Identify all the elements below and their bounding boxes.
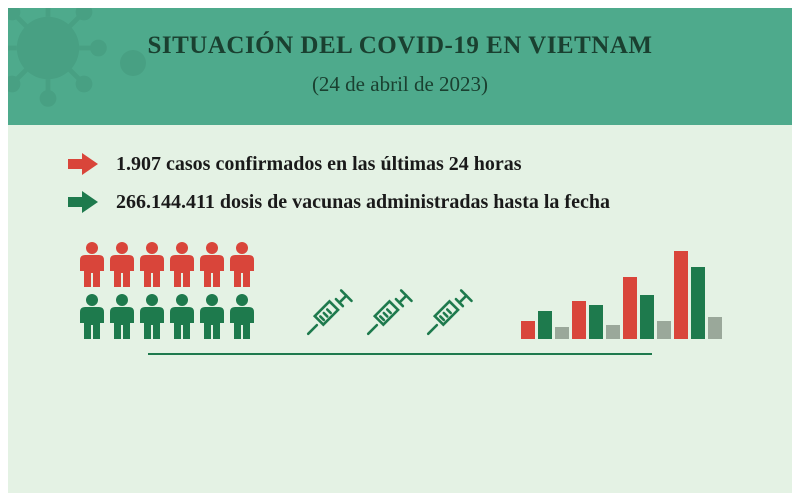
syringe-icon <box>303 287 355 339</box>
bar-chart-graphic <box>521 251 722 339</box>
chart-bar <box>623 277 637 339</box>
syringe-icon <box>423 287 475 339</box>
person-icon <box>108 293 136 339</box>
page-title: SITUACIÓN DEL COVID-19 EN VIETNAM <box>28 32 772 60</box>
person-icon <box>138 293 166 339</box>
chart-bar <box>657 321 671 339</box>
body-section: 1.907 casos confirmados en las últimas 2… <box>8 125 792 493</box>
stat-row-cases: 1.907 casos confirmados en las últimas 2… <box>68 149 732 179</box>
person-icon <box>138 241 166 287</box>
people-row-top <box>78 241 256 287</box>
chart-bar <box>572 301 586 339</box>
people-graphic <box>78 241 256 339</box>
header-section: SITUACIÓN DEL COVID-19 EN VIETNAM (24 de… <box>8 8 792 125</box>
arrow-icon <box>68 191 98 213</box>
divider-line <box>148 353 652 355</box>
person-icon <box>108 241 136 287</box>
chart-bar <box>589 305 603 339</box>
chart-bar <box>708 317 722 339</box>
person-icon <box>228 241 256 287</box>
chart-bar <box>538 311 552 339</box>
arrow-icon <box>68 153 98 175</box>
stat-text-doses: 266.144.411 dosis de vacunas administrad… <box>116 187 610 217</box>
person-icon <box>78 293 106 339</box>
infographic-container: SITUACIÓN DEL COVID-19 EN VIETNAM (24 de… <box>8 8 792 494</box>
person-icon <box>198 241 226 287</box>
graphics-row <box>68 241 732 339</box>
chart-bar <box>674 251 688 339</box>
chart-bar <box>555 327 569 339</box>
people-row-bottom <box>78 293 256 339</box>
person-icon <box>168 293 196 339</box>
person-icon <box>78 241 106 287</box>
syringes-graphic <box>303 287 475 339</box>
person-icon <box>198 293 226 339</box>
chart-bar <box>691 267 705 339</box>
page-subtitle: (24 de abril de 2023) <box>28 72 772 97</box>
stat-text-cases: 1.907 casos confirmados en las últimas 2… <box>116 149 522 179</box>
stat-row-doses: 266.144.411 dosis de vacunas administrad… <box>68 187 732 217</box>
syringe-icon <box>363 287 415 339</box>
chart-bar <box>606 325 620 339</box>
person-icon <box>228 293 256 339</box>
chart-bar <box>640 295 654 339</box>
chart-bar <box>521 321 535 339</box>
person-icon <box>168 241 196 287</box>
